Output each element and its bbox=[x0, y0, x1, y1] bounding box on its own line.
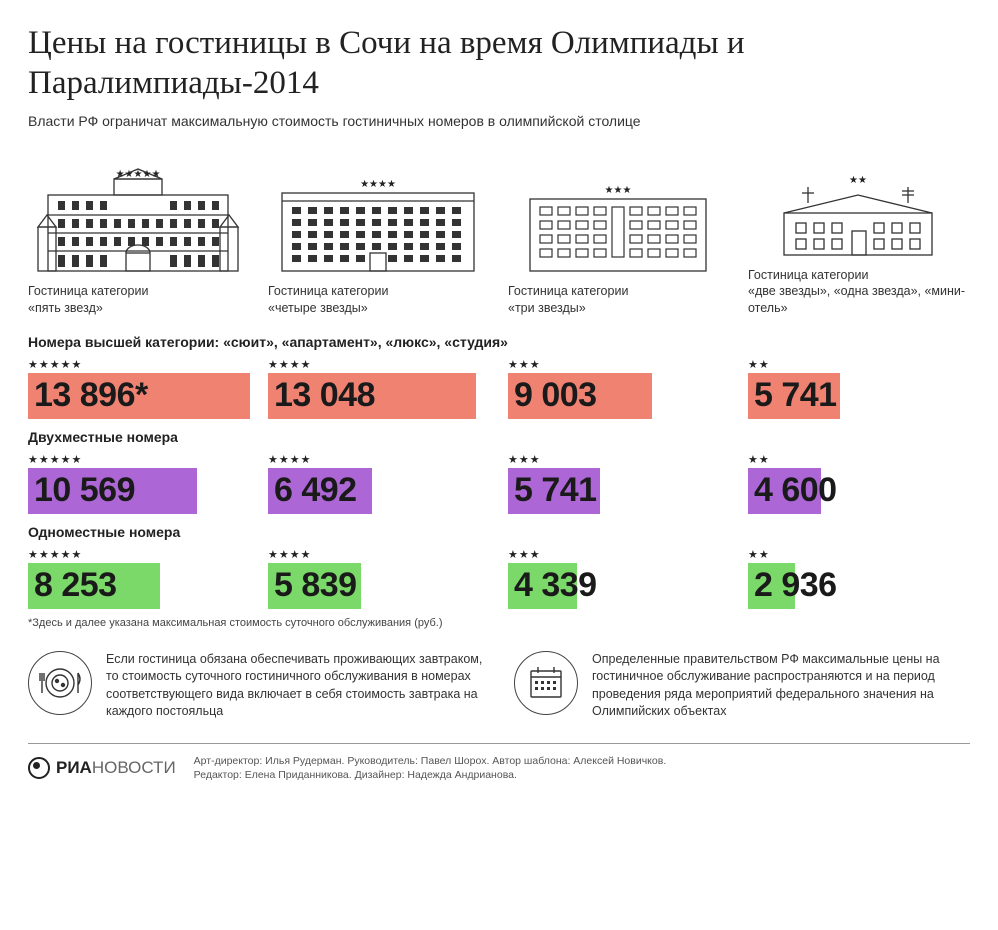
price-cell: ★★★★★ 8 253 bbox=[28, 548, 250, 609]
price-bar: 5 839 bbox=[268, 563, 490, 609]
page-title: Цены на гостиницы в Сочи на время Олимпи… bbox=[28, 24, 970, 103]
hotel-3star-icon: ★★★ bbox=[508, 167, 728, 277]
credits-line-2: Редактор: Елена Приданникова. Дизайнер: … bbox=[194, 768, 667, 782]
price-stars: ★★★ bbox=[508, 453, 730, 466]
credits-line-1: Арт-директор: Илья Рудерман. Руководител… bbox=[194, 754, 667, 768]
hotel-label-l2: «три звезды» bbox=[508, 300, 628, 316]
price-bar: 6 492 bbox=[268, 468, 490, 514]
section-title: Одноместные номера bbox=[28, 524, 970, 540]
price-value: 6 492 bbox=[268, 471, 357, 510]
info-calendar: Определенные правительством РФ максималь… bbox=[514, 651, 970, 721]
price-value: 13 896* bbox=[28, 376, 148, 415]
svg-text:★★★: ★★★ bbox=[605, 185, 632, 196]
hotel-label-l1: Гостиница категории bbox=[508, 283, 628, 299]
price-cell: ★★ 4 600 bbox=[748, 453, 970, 514]
price-cell: ★★★★★ 10 569 bbox=[28, 453, 250, 514]
hotel-label-l1: Гостиница категории bbox=[28, 283, 148, 299]
price-bar: 5 741 bbox=[508, 468, 730, 514]
info-calendar-text: Определенные правительством РФ максималь… bbox=[592, 651, 970, 721]
price-bar: 4 339 bbox=[508, 563, 730, 609]
hotel-label-l2: «четыре звезды» bbox=[268, 300, 388, 316]
price-bar: 13 048 bbox=[268, 373, 490, 419]
price-stars: ★★ bbox=[748, 453, 970, 466]
hotel-5star: ★★★★★ Гостиница категории «пять звезд» bbox=[28, 167, 250, 316]
hotel-label-l2: «две звезды», «одна звезда», «мини-отель… bbox=[748, 283, 970, 316]
price-stars: ★★★ bbox=[508, 548, 730, 561]
price-row: ★★★★★ 8 253 ★★★★ 5 839 ★★★ 4 339 ★★ 2 936 bbox=[28, 548, 970, 609]
footer: РИАНОВОСТИ Арт-директор: Илья Рудерман. … bbox=[28, 743, 970, 782]
breakfast-icon bbox=[28, 651, 92, 715]
price-stars: ★★★★★ bbox=[28, 453, 250, 466]
logo-novosti-text: НОВОСТИ bbox=[92, 758, 176, 778]
svg-text:★★★★★: ★★★★★ bbox=[116, 169, 161, 180]
credits: Арт-директор: Илья Рудерман. Руководител… bbox=[194, 754, 667, 782]
price-bar: 2 936 bbox=[748, 563, 970, 609]
calendar-icon bbox=[514, 651, 578, 715]
section-title: Номера высшей категории: «сюит», «апарта… bbox=[28, 334, 970, 350]
info-breakfast-text: Если гостиница обязана обеспечивать прож… bbox=[106, 651, 484, 721]
price-row: ★★★★★ 10 569 ★★★★ 6 492 ★★★ 5 741 ★★ 4 600 bbox=[28, 453, 970, 514]
page-subtitle: Власти РФ ограничат максимальную стоимос… bbox=[28, 113, 970, 129]
hotel-2star: ★★ Гостиница категории «две звезды», «од… bbox=[748, 151, 970, 316]
hotel-label-l1: Гостиница категории bbox=[748, 267, 970, 283]
ria-logo: РИАНОВОСТИ bbox=[28, 757, 176, 779]
price-bar: 10 569 bbox=[28, 468, 250, 514]
svg-text:★★: ★★ bbox=[849, 175, 867, 186]
price-stars: ★★★★★ bbox=[28, 358, 250, 371]
price-stars: ★★ bbox=[748, 358, 970, 371]
hotel-category-row: ★★★★★ Гостиница категории «пять звезд» bbox=[28, 151, 970, 316]
price-stars: ★★★★ bbox=[268, 358, 490, 371]
price-cell: ★★★ 4 339 bbox=[508, 548, 730, 609]
hotel-3star: ★★★ Гостиница категории «три звезды» bbox=[508, 167, 730, 316]
price-cell: ★★★★ 5 839 bbox=[268, 548, 490, 609]
price-cell: ★★ 5 741 bbox=[748, 358, 970, 419]
price-cell: ★★★ 5 741 bbox=[508, 453, 730, 514]
price-value: 4 339 bbox=[508, 566, 597, 605]
price-row: ★★★★★ 13 896* ★★★★ 13 048 ★★★ 9 003 ★★ 5 741 bbox=[28, 358, 970, 419]
price-bar: 5 741 bbox=[748, 373, 970, 419]
ria-logo-icon bbox=[28, 757, 50, 779]
hotel-4star-icon: ★★★★ bbox=[268, 167, 488, 277]
price-bar: 8 253 bbox=[28, 563, 250, 609]
price-cell: ★★★★ 13 048 bbox=[268, 358, 490, 419]
hotel-label-l2: «пять звезд» bbox=[28, 300, 148, 316]
price-bar: 9 003 bbox=[508, 373, 730, 419]
price-cell: ★★★ 9 003 bbox=[508, 358, 730, 419]
svg-text:★★★★: ★★★★ bbox=[360, 179, 396, 190]
section-title: Двухместные номера bbox=[28, 429, 970, 445]
price-stars: ★★★★ bbox=[268, 453, 490, 466]
price-stars: ★★★★★ bbox=[28, 548, 250, 561]
price-stars: ★★ bbox=[748, 548, 970, 561]
price-value: 10 569 bbox=[28, 471, 135, 510]
price-cell: ★★★★★ 13 896* bbox=[28, 358, 250, 419]
price-footnote: *Здесь и далее указана максимальная стои… bbox=[28, 617, 970, 629]
price-bar: 4 600 bbox=[748, 468, 970, 514]
price-cell: ★★★★ 6 492 bbox=[268, 453, 490, 514]
hotel-label-l1: Гостиница категории bbox=[268, 283, 388, 299]
price-cell: ★★ 2 936 bbox=[748, 548, 970, 609]
price-value: 5 741 bbox=[748, 376, 837, 415]
price-stars: ★★★★ bbox=[268, 548, 490, 561]
info-row: Если гостиница обязана обеспечивать прож… bbox=[28, 651, 970, 721]
price-value: 5 741 bbox=[508, 471, 597, 510]
logo-ria-text: РИА bbox=[56, 758, 92, 778]
info-breakfast: Если гостиница обязана обеспечивать прож… bbox=[28, 651, 484, 721]
price-value: 8 253 bbox=[28, 566, 117, 605]
price-value: 2 936 bbox=[748, 566, 837, 605]
hotel-4star: ★★★★ Гостиница категории «четыре звезды» bbox=[268, 167, 490, 316]
price-sections: Номера высшей категории: «сюит», «апарта… bbox=[28, 334, 970, 609]
price-value: 5 839 bbox=[268, 566, 357, 605]
price-value: 9 003 bbox=[508, 376, 597, 415]
price-value: 13 048 bbox=[268, 376, 375, 415]
price-stars: ★★★ bbox=[508, 358, 730, 371]
hotel-5star-icon: ★★★★★ bbox=[28, 167, 248, 277]
hotel-2star-icon: ★★ bbox=[748, 151, 968, 261]
price-value: 4 600 bbox=[748, 471, 837, 510]
price-bar: 13 896* bbox=[28, 373, 250, 419]
